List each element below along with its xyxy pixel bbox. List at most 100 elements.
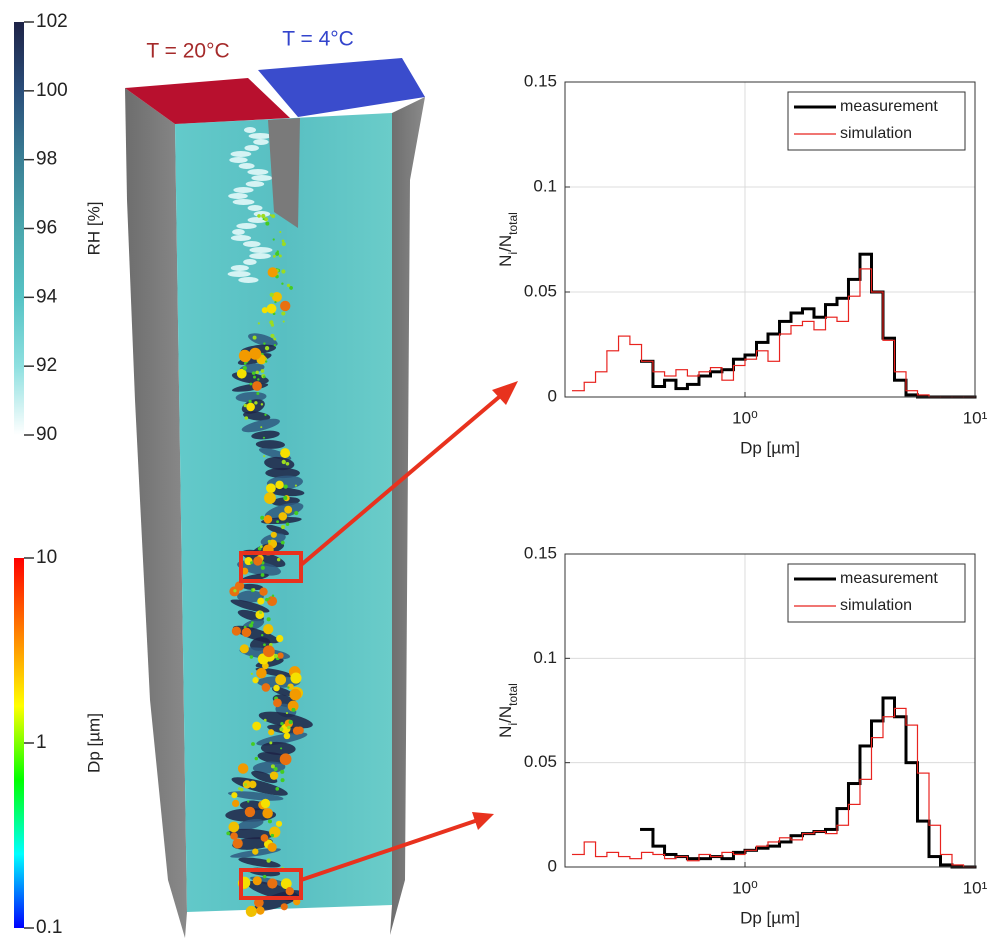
tick-label: 96 <box>36 218 57 239</box>
sample-box <box>239 868 303 900</box>
dark-streak <box>258 711 313 729</box>
particle <box>226 831 231 836</box>
particle <box>272 238 275 241</box>
particle <box>275 674 287 686</box>
particle <box>286 283 291 288</box>
y-axis-label-part: N <box>496 726 515 738</box>
particle <box>263 217 269 222</box>
tick-label: 92 <box>36 355 57 376</box>
particle <box>266 483 276 494</box>
particle <box>269 214 272 217</box>
white-streak <box>243 259 257 265</box>
white-streak <box>247 169 269 175</box>
cold-plate <box>258 58 425 117</box>
particle <box>264 346 270 351</box>
particle <box>264 360 268 363</box>
channel-illustration <box>125 58 518 938</box>
y-tick-label: 0.05 <box>524 281 557 300</box>
particle <box>266 303 277 314</box>
particle <box>252 876 262 886</box>
colorbar-label: RH [%] <box>84 202 103 256</box>
y-axis-label-part: /N <box>496 235 515 252</box>
particle <box>278 254 282 258</box>
cold-label: T = 4°C <box>282 28 354 51</box>
white-streak <box>249 247 273 253</box>
white-streak <box>232 229 245 235</box>
particle <box>279 230 282 234</box>
particle <box>276 520 280 524</box>
particle <box>247 800 250 803</box>
dark-streak <box>251 770 278 784</box>
particle <box>236 368 247 379</box>
particle <box>280 300 291 312</box>
left-wall <box>125 88 187 938</box>
white-streak <box>233 187 254 193</box>
particle <box>289 688 302 701</box>
particle <box>285 887 294 896</box>
particle <box>280 540 285 545</box>
particle <box>250 561 253 565</box>
dark-streak <box>255 440 286 449</box>
dark-streak <box>238 857 281 868</box>
particle <box>280 778 285 783</box>
tick-label: 0.1 <box>36 917 62 938</box>
particle <box>245 905 257 917</box>
dark-streak <box>243 411 271 421</box>
particle <box>273 653 279 658</box>
dark-streak <box>266 524 289 536</box>
particle <box>265 597 269 602</box>
tick-label: 90 <box>36 424 57 445</box>
particle <box>268 597 271 600</box>
particle <box>251 621 254 625</box>
particle <box>232 838 243 849</box>
particle <box>239 787 244 792</box>
particle <box>231 792 238 799</box>
particle <box>257 322 260 325</box>
warm-plate <box>125 78 290 124</box>
x-tick-label: 10⁰ <box>732 878 758 897</box>
particle <box>260 573 265 577</box>
particle <box>294 484 297 487</box>
particle <box>262 218 265 221</box>
particle <box>248 780 257 789</box>
particle <box>251 742 255 746</box>
particle <box>292 726 302 735</box>
particle <box>269 292 274 297</box>
particle <box>256 392 260 396</box>
arrow <box>300 818 479 882</box>
particle <box>281 282 284 285</box>
particle <box>267 878 278 889</box>
particle <box>233 589 237 593</box>
white-streak <box>244 145 259 151</box>
particle <box>280 903 288 911</box>
particle <box>280 722 284 726</box>
dark-streak <box>237 590 264 603</box>
particle <box>228 821 240 833</box>
particle <box>281 311 286 316</box>
particle <box>251 371 256 375</box>
particle <box>253 556 263 566</box>
particle <box>230 832 238 840</box>
particle <box>273 684 280 692</box>
y-axis-label-part: i <box>506 723 520 726</box>
particle <box>276 634 284 643</box>
particle <box>283 495 288 501</box>
y-tick-label: 0.1 <box>533 648 557 667</box>
particle <box>231 799 240 808</box>
y-tick-label: 0 <box>548 856 557 875</box>
particle <box>263 342 266 345</box>
dark-streak <box>260 741 296 756</box>
dark-streak <box>265 467 300 479</box>
particle <box>263 623 274 635</box>
particle <box>288 719 293 725</box>
dark-streak <box>241 583 264 591</box>
white-streak <box>228 193 248 199</box>
particle <box>242 366 247 371</box>
particle <box>281 239 285 243</box>
particle <box>280 878 292 890</box>
particle <box>275 251 280 256</box>
particle <box>273 337 277 341</box>
particle <box>287 700 299 712</box>
particle <box>265 357 268 360</box>
